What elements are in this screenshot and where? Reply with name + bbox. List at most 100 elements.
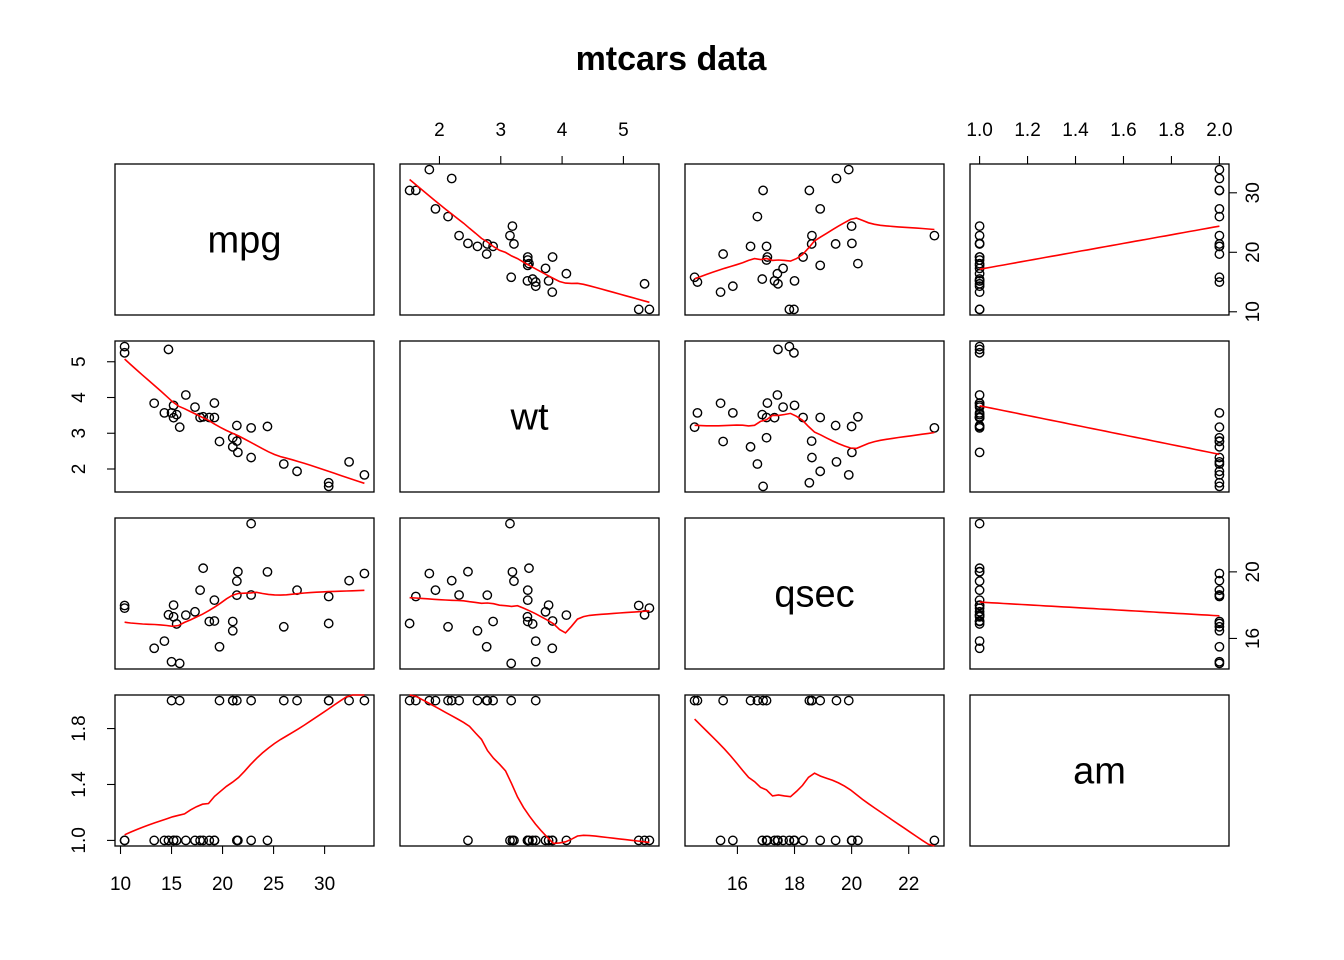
- point-qsec-vs-wt: [561, 610, 572, 621]
- diagonal-label-qsec: qsec: [774, 574, 854, 616]
- bottom-tick-label-qsec: 18: [784, 874, 805, 895]
- point-am-vs-qsec: [929, 835, 940, 846]
- point-am-vs-qsec: [718, 695, 729, 706]
- point-mpg-vs-qsec: [715, 287, 726, 298]
- point-wt-vs-qsec: [778, 402, 788, 413]
- point-am-vs-mpg: [262, 835, 273, 846]
- diagonal-label-mpg: mpg: [208, 220, 282, 262]
- point-qsec-vs-wt: [524, 563, 534, 574]
- point-am-vs-mpg: [166, 695, 177, 706]
- point-mpg-vs-wt: [446, 173, 457, 184]
- bottom-tick-label-mpg: 25: [263, 874, 284, 895]
- point-qsec-vs-am: [974, 616, 985, 626]
- point-wt-vs-mpg: [119, 347, 130, 358]
- right-tick-label-qsec: 20: [1243, 561, 1264, 582]
- panel-qsec-vs-mpg: [114, 517, 375, 670]
- point-am-vs-qsec: [762, 835, 773, 846]
- point-wt-vs-qsec: [752, 459, 763, 469]
- top-tick-label-am: 1.4: [1062, 120, 1089, 141]
- bottom-tick-label-mpg: 15: [161, 874, 182, 895]
- point-mpg-vs-qsec: [815, 203, 826, 214]
- point-qsec-vs-am: [974, 566, 985, 577]
- point-wt-vs-qsec: [804, 477, 815, 488]
- point-mpg-vs-wt: [509, 239, 519, 249]
- point-qsec-vs-mpg: [119, 603, 130, 614]
- point-qsec-vs-wt: [446, 575, 457, 586]
- point-wt-vs-qsec: [757, 409, 768, 420]
- point-am-vs-wt: [404, 695, 415, 706]
- point-am-vs-wt: [463, 835, 473, 846]
- point-wt-vs-am: [974, 447, 985, 458]
- panels: mpg wt qsec am 2 3 4 5 1.0 1.2 1.4 1.6 1.8 2.0 10 15 20 2…: [69, 120, 1264, 895]
- point-qsec-vs-wt: [410, 591, 421, 602]
- point-am-vs-qsec: [727, 835, 738, 846]
- point-mpg-vs-wt: [507, 221, 518, 232]
- point-am-vs-wt: [430, 695, 441, 706]
- diagonal-label-wt: wt: [510, 397, 549, 439]
- point-wt-vs-am: [1214, 466, 1225, 477]
- point-mpg-vs-qsec: [762, 252, 773, 262]
- point-qsec-vs-wt: [482, 590, 493, 601]
- point-am-vs-mpg: [323, 695, 334, 706]
- point-wt-vs-mpg: [190, 402, 200, 413]
- point-am-vs-qsec: [815, 835, 826, 846]
- point-mpg-vs-wt: [506, 272, 517, 283]
- point-qsec-vs-mpg: [209, 595, 220, 606]
- point-mpg-vs-wt: [404, 185, 415, 196]
- smooth-line-mpg-vs-am: [979, 225, 1220, 271]
- left-tick-label-wt: 5: [69, 356, 90, 367]
- left-tick-label-wt: 3: [69, 428, 90, 439]
- top-tick-label-am: 1.2: [1014, 120, 1040, 141]
- panel-am-vs-wt: [399, 694, 660, 847]
- point-qsec-vs-wt: [543, 600, 554, 611]
- point-wt-vs-mpg: [209, 412, 220, 423]
- point-qsec-vs-wt: [507, 566, 518, 577]
- point-qsec-vs-wt: [530, 636, 541, 647]
- point-mpg-vs-wt: [481, 249, 492, 259]
- point-wt-vs-qsec: [807, 452, 817, 463]
- point-qsec-vs-am: [1214, 575, 1225, 586]
- point-wt-vs-qsec: [830, 420, 841, 431]
- point-am-vs-qsec: [757, 835, 768, 846]
- point-wt-vs-mpg: [344, 456, 355, 467]
- point-qsec-vs-mpg: [227, 616, 238, 627]
- point-qsec-vs-wt: [430, 585, 441, 596]
- point-am-vs-mpg: [227, 695, 238, 706]
- panel-mpg-vs-mpg: [114, 163, 375, 316]
- point-wt-vs-qsec: [846, 421, 857, 432]
- smooth-line-wt-vs-qsec: [694, 412, 935, 450]
- right-tick-label-mpg: 10: [1243, 301, 1264, 322]
- point-wt-vs-qsec: [772, 390, 783, 400]
- point-qsec-vs-mpg: [209, 616, 220, 626]
- point-mpg-vs-qsec: [718, 249, 729, 259]
- point-wt-vs-am: [1214, 436, 1225, 447]
- point-qsec-vs-am: [974, 600, 985, 611]
- point-qsec-vs-mpg: [214, 641, 225, 652]
- point-am-vs-qsec: [789, 835, 799, 846]
- point-am-vs-mpg: [159, 835, 170, 846]
- point-wt-vs-mpg: [149, 398, 160, 409]
- point-am-vs-wt: [639, 835, 650, 846]
- point-qsec-vs-mpg: [246, 590, 257, 600]
- point-qsec-vs-mpg: [227, 625, 238, 636]
- bottom-tick-label-qsec: 20: [841, 874, 862, 895]
- right-tick-label-mpg: 30: [1243, 182, 1264, 203]
- point-qsec-vs-am: [1214, 618, 1225, 629]
- point-qsec-vs-wt: [472, 625, 483, 636]
- point-wt-vs-qsec: [784, 341, 795, 352]
- point-mpg-vs-wt: [463, 238, 473, 249]
- point-wt-vs-qsec: [762, 398, 773, 408]
- point-mpg-vs-qsec: [745, 241, 756, 252]
- point-mpg-vs-qsec: [778, 263, 788, 274]
- point-wt-vs-mpg: [323, 481, 334, 492]
- point-am-vs-qsec: [784, 835, 795, 846]
- point-wt-vs-mpg: [209, 398, 220, 408]
- top-tick-label-am: 2.0: [1206, 120, 1232, 141]
- point-qsec-vs-wt: [481, 641, 492, 652]
- point-mpg-vs-wt: [488, 241, 499, 252]
- point-wt-vs-mpg: [119, 341, 130, 352]
- point-qsec-vs-am: [974, 619, 985, 629]
- smooth-line-wt-vs-am: [979, 405, 1220, 456]
- point-mpg-vs-qsec: [804, 185, 815, 196]
